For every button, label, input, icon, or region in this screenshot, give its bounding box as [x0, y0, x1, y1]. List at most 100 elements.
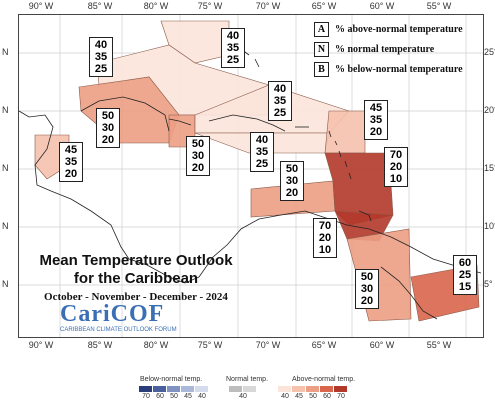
legend-row-below: B % below-normal temperature	[314, 62, 478, 77]
lon-tick-top: 80° W	[143, 1, 169, 11]
legend-key-above: A	[314, 22, 329, 37]
legend-label-above: % above-normal temperature	[335, 24, 463, 35]
prob-below: 15	[458, 281, 472, 293]
prob-normal: 35	[94, 51, 108, 63]
caricof-logo: CariCOF CARIBBEAN CLIMATE OUTLOOK FORUM	[60, 302, 230, 333]
colorbar-below-tick: 70	[142, 393, 150, 400]
colorbar-above-tick: 40	[281, 393, 289, 400]
lat-tick-left: N	[2, 221, 9, 231]
legend-key-below: B	[314, 62, 329, 77]
lon-tick-top: 60° W	[369, 1, 395, 11]
colorbar-below-tick: 60	[156, 393, 164, 400]
prob-above: 45	[64, 144, 78, 156]
prob-box-hispaniola-north: 40 35 25	[268, 81, 292, 121]
legend-row-above: A % above-normal temperature	[314, 22, 478, 37]
prob-normal: 35	[255, 146, 269, 158]
lon-tick-bottom: 65° W	[311, 340, 337, 350]
prob-above: 50	[285, 163, 299, 175]
prob-below: 10	[318, 244, 332, 256]
probability-legend: A % above-normal temperature N % normal …	[314, 22, 478, 82]
prob-above: 70	[389, 149, 403, 161]
colorbar-above-tick: 50	[309, 393, 317, 400]
colorbar-above-title: Above-normal temp.	[292, 376, 356, 383]
lat-tick-right: 10°	[484, 221, 495, 231]
lat-tick-right: 15°	[484, 163, 495, 173]
lon-tick-bottom: 90° W	[28, 340, 54, 350]
prob-normal: 20	[318, 232, 332, 244]
colorbar-normal-tick: 40	[239, 393, 247, 400]
colorbar-normal-title: Normal temp.	[226, 376, 269, 383]
prob-box-aruba-curacao: 50 30 20	[280, 161, 304, 201]
forecast-period: October - November - December - 2024	[44, 291, 228, 303]
lon-tick-top: 70° W	[255, 1, 281, 11]
legend-label-normal: % normal temperature	[335, 44, 435, 55]
prob-normal: 20	[389, 161, 403, 173]
colorbar-below-title: Below-normal temp.	[140, 376, 203, 383]
prob-above: 40	[226, 30, 240, 42]
lon-tick-bottom: 55° W	[426, 340, 452, 350]
prob-box-trinidad: 70 20 10	[313, 218, 337, 258]
lon-tick-bottom: 85° W	[87, 340, 113, 350]
prob-box-suriname: 60 25 15	[453, 255, 477, 295]
lat-tick-left: N	[2, 105, 9, 115]
colorbar-below-tick: 40	[198, 393, 206, 400]
lon-tick-top: 65° W	[311, 1, 337, 11]
prob-above: 45	[369, 102, 383, 114]
lon-tick-bottom: 75° W	[197, 340, 223, 350]
lon-tick-bottom: 60° W	[369, 340, 395, 350]
prob-box-bahamas-west: 40 35 25	[89, 37, 113, 77]
prob-box-cuba-cayman: 50 30 20	[96, 108, 120, 148]
prob-box-guyana: 50 30 20	[355, 269, 379, 309]
lon-tick-top: 90° W	[28, 1, 54, 11]
prob-normal: 35	[226, 42, 240, 54]
lon-tick-bottom: 70° W	[255, 340, 281, 350]
colorbar-above-tick: 60	[323, 393, 331, 400]
legend-label-below: % below-normal temperature	[335, 64, 463, 75]
prob-normal: 30	[191, 150, 205, 162]
colorbar-below-swatch	[153, 386, 166, 392]
lat-tick-left: N	[2, 279, 9, 289]
prob-below: 20	[191, 162, 205, 174]
colorbar-below-tick: 50	[170, 393, 178, 400]
prob-below: 25	[255, 158, 269, 170]
logo-subtitle: CARIBBEAN CLIMATE OUTLOOK FORUM	[60, 327, 177, 333]
prob-above: 50	[191, 138, 205, 150]
lat-tick-right: 5°	[484, 279, 493, 289]
prob-below: 20	[64, 168, 78, 180]
prob-above: 40	[94, 39, 108, 51]
prob-normal: 25	[458, 269, 472, 281]
prob-normal: 35	[273, 95, 287, 107]
prob-box-jamaica: 50 30 20	[186, 136, 210, 176]
colorbar-above-tick: 45	[295, 393, 303, 400]
colorbar: Below-normal temp. Normal temp. Above-no…	[0, 360, 495, 400]
lat-tick-left: N	[2, 163, 9, 173]
prob-below: 10	[389, 173, 403, 185]
prob-below: 20	[101, 134, 115, 146]
prob-normal: 30	[360, 283, 374, 295]
prob-box-windward: 70 20 10	[384, 147, 408, 187]
lon-tick-bottom: 80° W	[143, 340, 169, 350]
colorbar-normal-swatch	[229, 386, 242, 392]
colorbar-above-swatch	[292, 386, 305, 392]
legend-key-normal: N	[314, 42, 329, 57]
colorbar-below-swatch	[167, 386, 180, 392]
prob-box-bahamas-north: 40 35 25	[221, 28, 245, 68]
lon-tick-top: 85° W	[87, 1, 113, 11]
colorbar-above-swatch	[334, 386, 347, 392]
prob-normal: 35	[369, 114, 383, 126]
colorbar-above-swatch	[278, 386, 291, 392]
prob-below: 20	[285, 187, 299, 199]
colorbar-below-swatch	[139, 386, 152, 392]
prob-above: 40	[273, 83, 287, 95]
prob-above: 40	[255, 134, 269, 146]
map-title-line2: for the Caribbean	[73, 270, 199, 287]
region-leeward	[324, 110, 366, 154]
legend-row-normal: N % normal temperature	[314, 42, 478, 57]
prob-normal: 30	[285, 175, 299, 187]
prob-above: 60	[458, 257, 472, 269]
colorbar-above-swatch	[306, 386, 319, 392]
lon-tick-top: 55° W	[426, 1, 452, 11]
colorbar-above-swatch	[320, 386, 333, 392]
prob-box-leeward: 45 35 20	[364, 100, 388, 140]
prob-below: 20	[369, 126, 383, 138]
